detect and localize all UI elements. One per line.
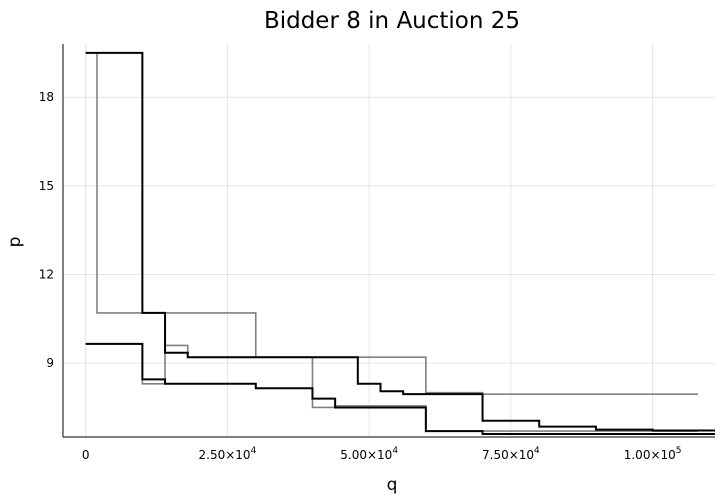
series-line-1	[85, 52, 698, 395]
axes	[62, 44, 715, 438]
y-tick-label: 9	[46, 356, 54, 370]
x-tick-label: 2.50×104	[199, 446, 257, 462]
x-tick-label: 0	[82, 448, 90, 462]
y-tick-labels: 9 12 15 18	[39, 90, 54, 370]
x-axis-title: q	[387, 475, 398, 495]
x-tick-mantissa: 2.50×10	[199, 448, 251, 462]
grid	[63, 44, 715, 437]
series-group	[85, 51, 715, 436]
x-tick-label: 1.00×105	[624, 446, 682, 462]
x-tick-exponent: 4	[251, 446, 257, 456]
x-tick-label: 5.00×104	[340, 446, 398, 462]
series-line-4	[85, 342, 715, 436]
x-tick-mantissa: 1.00×10	[624, 448, 676, 462]
chart-title: Bidder 8 in Auction 25	[264, 8, 520, 34]
x-tick-mantissa: 7.50×10	[482, 448, 534, 462]
x-tick-exponent: 4	[534, 446, 540, 456]
x-tick-label: 7.50×104	[482, 446, 540, 462]
x-tick-mantissa: 0	[82, 448, 90, 462]
y-tick-label: 18	[39, 90, 54, 104]
x-tick-exponent: 5	[676, 446, 682, 456]
y-tick-label: 12	[39, 267, 54, 281]
x-tick-exponent: 4	[392, 446, 398, 456]
x-tick-labels: 0 2.50×104 5.00×104 7.50×104 1.00×105	[82, 446, 682, 462]
y-tick-label: 15	[39, 179, 54, 193]
x-tick-mantissa: 5.00×10	[340, 448, 392, 462]
series-line-3	[85, 51, 715, 432]
y-axis-title: p	[5, 237, 25, 248]
